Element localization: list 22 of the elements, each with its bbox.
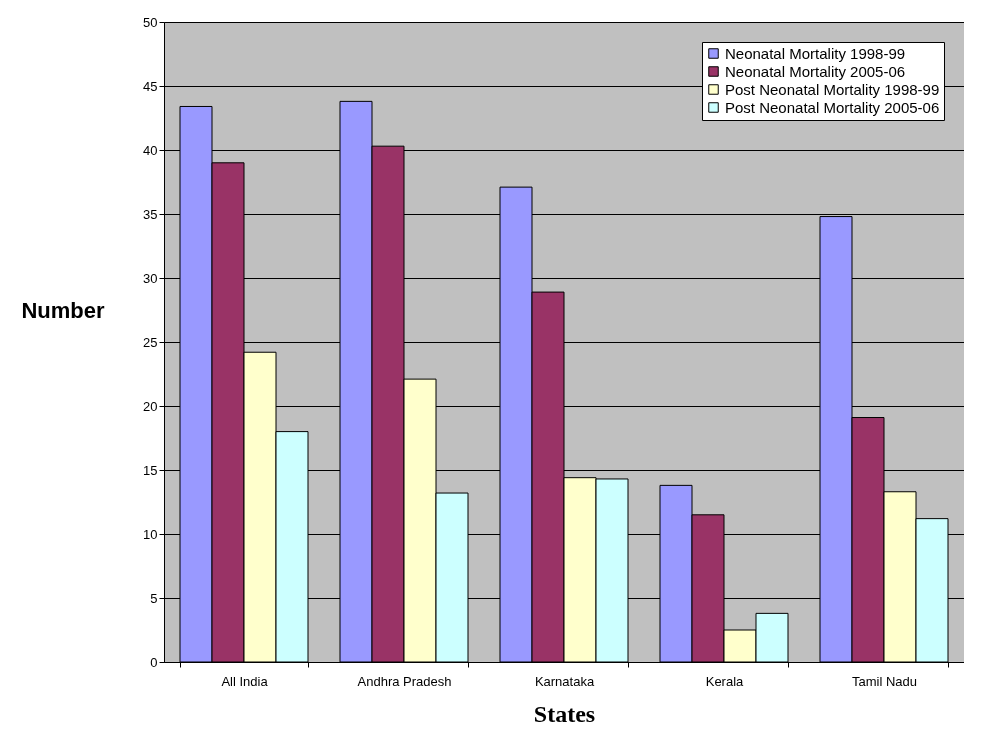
y-tick-label: 45 (143, 78, 158, 94)
x-tick-label: Karnataka (534, 673, 595, 689)
x-tick-label: All India (221, 673, 269, 689)
legend-label: Post Neonatal Mortality 1998-99 (725, 80, 940, 98)
y-tick-label: 5 (150, 590, 158, 606)
y-tick-label: 50 (143, 14, 158, 30)
x-axis-title: States (533, 700, 596, 727)
x-tick-label: Kerala (705, 673, 745, 689)
y-tick-label: 40 (143, 142, 158, 158)
y-tick-label: 25 (143, 334, 158, 350)
y-tick-label: 30 (143, 270, 158, 286)
legend-label: Post Neonatal Mortality 2005-06 (725, 98, 940, 116)
y-axis-title: Number (21, 297, 105, 323)
y-tick-label: 20 (143, 398, 158, 414)
y-tick-label: 0 (150, 654, 158, 670)
x-tick-label: Tamil Nadu (851, 673, 918, 689)
legend-label: Neonatal Mortality 1998-99 (725, 44, 906, 62)
x-tick-label: Andhra Pradesh (357, 673, 452, 689)
legend-label: Neonatal Mortality 2005-06 (725, 62, 906, 80)
y-tick-label: 10 (143, 526, 158, 542)
y-tick-label: 35 (143, 206, 158, 222)
y-tick-label: 15 (143, 462, 158, 478)
